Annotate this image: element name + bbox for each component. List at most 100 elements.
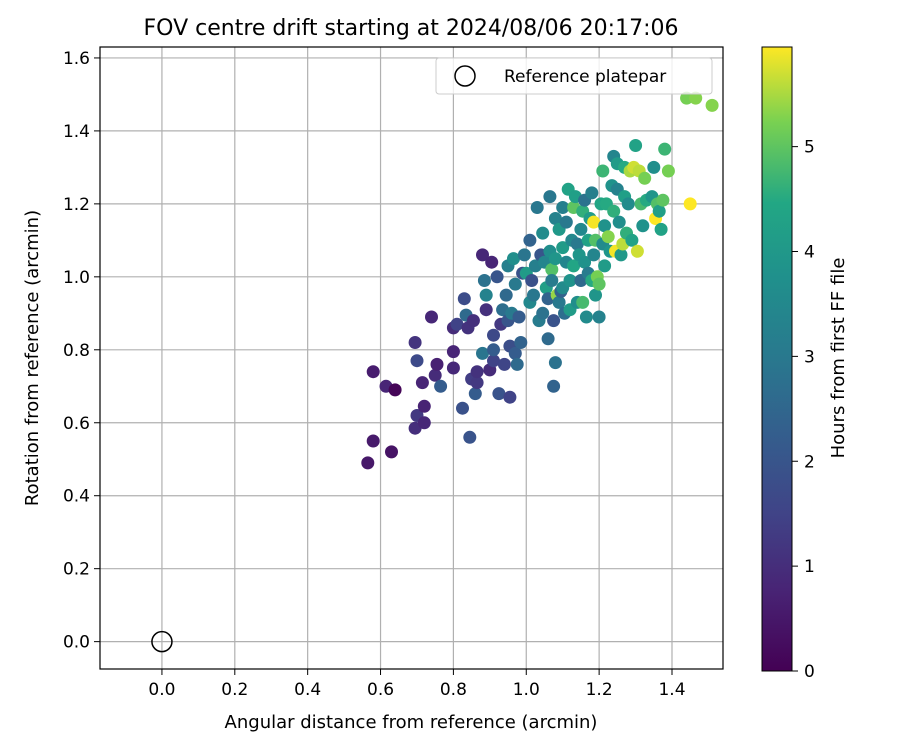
data-point	[527, 288, 540, 302]
data-point	[525, 274, 539, 287]
data-point	[652, 204, 666, 218]
y-tick-label: 0.0	[63, 633, 90, 653]
data-point	[541, 332, 555, 346]
data-point	[601, 230, 615, 244]
data-point	[361, 456, 375, 470]
data-point	[417, 416, 431, 430]
reference-marker	[151, 630, 173, 653]
data-point	[547, 314, 561, 328]
data-point	[497, 357, 511, 371]
data-point	[470, 376, 484, 390]
data-point	[487, 354, 500, 368]
colorbar	[761, 46, 793, 672]
data-point	[585, 186, 599, 200]
data-point	[587, 215, 601, 229]
data-point	[388, 383, 402, 397]
x-tick-label: 1.4	[658, 680, 685, 700]
data-point	[492, 387, 506, 401]
data-point	[385, 445, 398, 459]
data-point	[417, 399, 431, 413]
data-point	[476, 346, 489, 360]
data-point	[428, 368, 442, 382]
data-point	[661, 164, 675, 178]
data-point	[689, 91, 703, 105]
chart-title: FOV centre drift starting at 2024/08/06 …	[144, 16, 679, 41]
grid-lines	[100, 47, 723, 669]
data-point	[508, 277, 522, 291]
colorbar-ticks: 0 1 2 3 4 5	[792, 138, 815, 682]
y-tick-label: 0.6	[63, 414, 90, 434]
data-point	[556, 241, 570, 255]
data-point	[490, 270, 504, 284]
data-point	[510, 357, 524, 371]
data-point	[476, 248, 489, 262]
data-point	[596, 164, 610, 178]
legend-reference-icon	[454, 65, 476, 87]
data-point	[647, 160, 661, 174]
data-point	[479, 303, 493, 317]
data-point	[487, 328, 500, 342]
colorbar-tick-label: 1	[804, 557, 815, 577]
y-tick-label: 1.2	[63, 195, 90, 215]
data-point	[578, 255, 592, 269]
legend-reference-label: Reference platepar	[504, 67, 666, 87]
y-tick-label: 0.4	[63, 487, 90, 507]
data-point	[415, 376, 429, 390]
data-point	[638, 171, 652, 185]
data-point	[514, 336, 528, 349]
colorbar-tick-label: 3	[804, 347, 815, 367]
data-point	[446, 345, 460, 359]
y-tick-label: 0.2	[63, 560, 90, 580]
data-point	[450, 317, 464, 331]
y-axis-ticks: 0.0 0.2 0.4 0.6 0.8 1.0 1.2 1.4 1.6	[63, 49, 100, 653]
data-point	[548, 252, 562, 266]
x-axis-ticks: 0.0 0.2 0.4 0.6 0.8 1.0 1.2 1.4	[148, 669, 686, 700]
y-tick-label: 0.8	[63, 341, 90, 361]
data-point	[487, 343, 500, 357]
data-point	[621, 197, 635, 211]
data-point	[658, 142, 672, 156]
colorbar-tick-label: 0	[804, 662, 815, 682]
data-point	[629, 139, 643, 152]
data-point	[636, 219, 650, 233]
data-point	[570, 237, 584, 251]
data-point	[408, 336, 422, 349]
data-point	[656, 193, 670, 207]
data-point	[366, 365, 380, 379]
data-point	[680, 91, 694, 105]
data-point	[552, 295, 566, 309]
data-point	[466, 314, 480, 328]
data-point	[530, 201, 544, 214]
x-axis-label: Angular distance from reference (arcmin)	[225, 712, 598, 733]
data-point	[547, 379, 561, 393]
colorbar-tick-label: 2	[804, 452, 815, 472]
data-point	[612, 215, 626, 229]
data-point	[705, 98, 719, 112]
data-point	[366, 434, 380, 448]
data-point	[567, 259, 581, 273]
x-tick-label: 1.2	[586, 680, 613, 700]
legend: Reference platepar	[435, 57, 713, 95]
data-point	[589, 288, 602, 302]
y-tick-label: 1.6	[63, 49, 90, 69]
data-point	[614, 248, 628, 262]
colorbar-tick-label: 5	[804, 138, 815, 158]
data-point	[545, 263, 559, 276]
data-point	[479, 288, 493, 302]
x-tick-label: 1.0	[513, 680, 540, 700]
data-point	[470, 365, 484, 379]
colorbar-label: Hours from first FF file	[828, 258, 849, 459]
x-tick-label: 0.0	[148, 680, 175, 700]
data-point	[630, 244, 644, 258]
data-point	[430, 357, 444, 371]
data-point	[545, 274, 559, 287]
data-point	[683, 197, 697, 211]
data-point	[579, 310, 593, 324]
y-axis-label: Rotation from reference (arcmin)	[22, 210, 43, 506]
data-point	[507, 252, 520, 266]
data-point	[485, 255, 499, 269]
data-point	[598, 259, 612, 273]
data-point	[503, 390, 517, 404]
data-point	[563, 274, 577, 287]
